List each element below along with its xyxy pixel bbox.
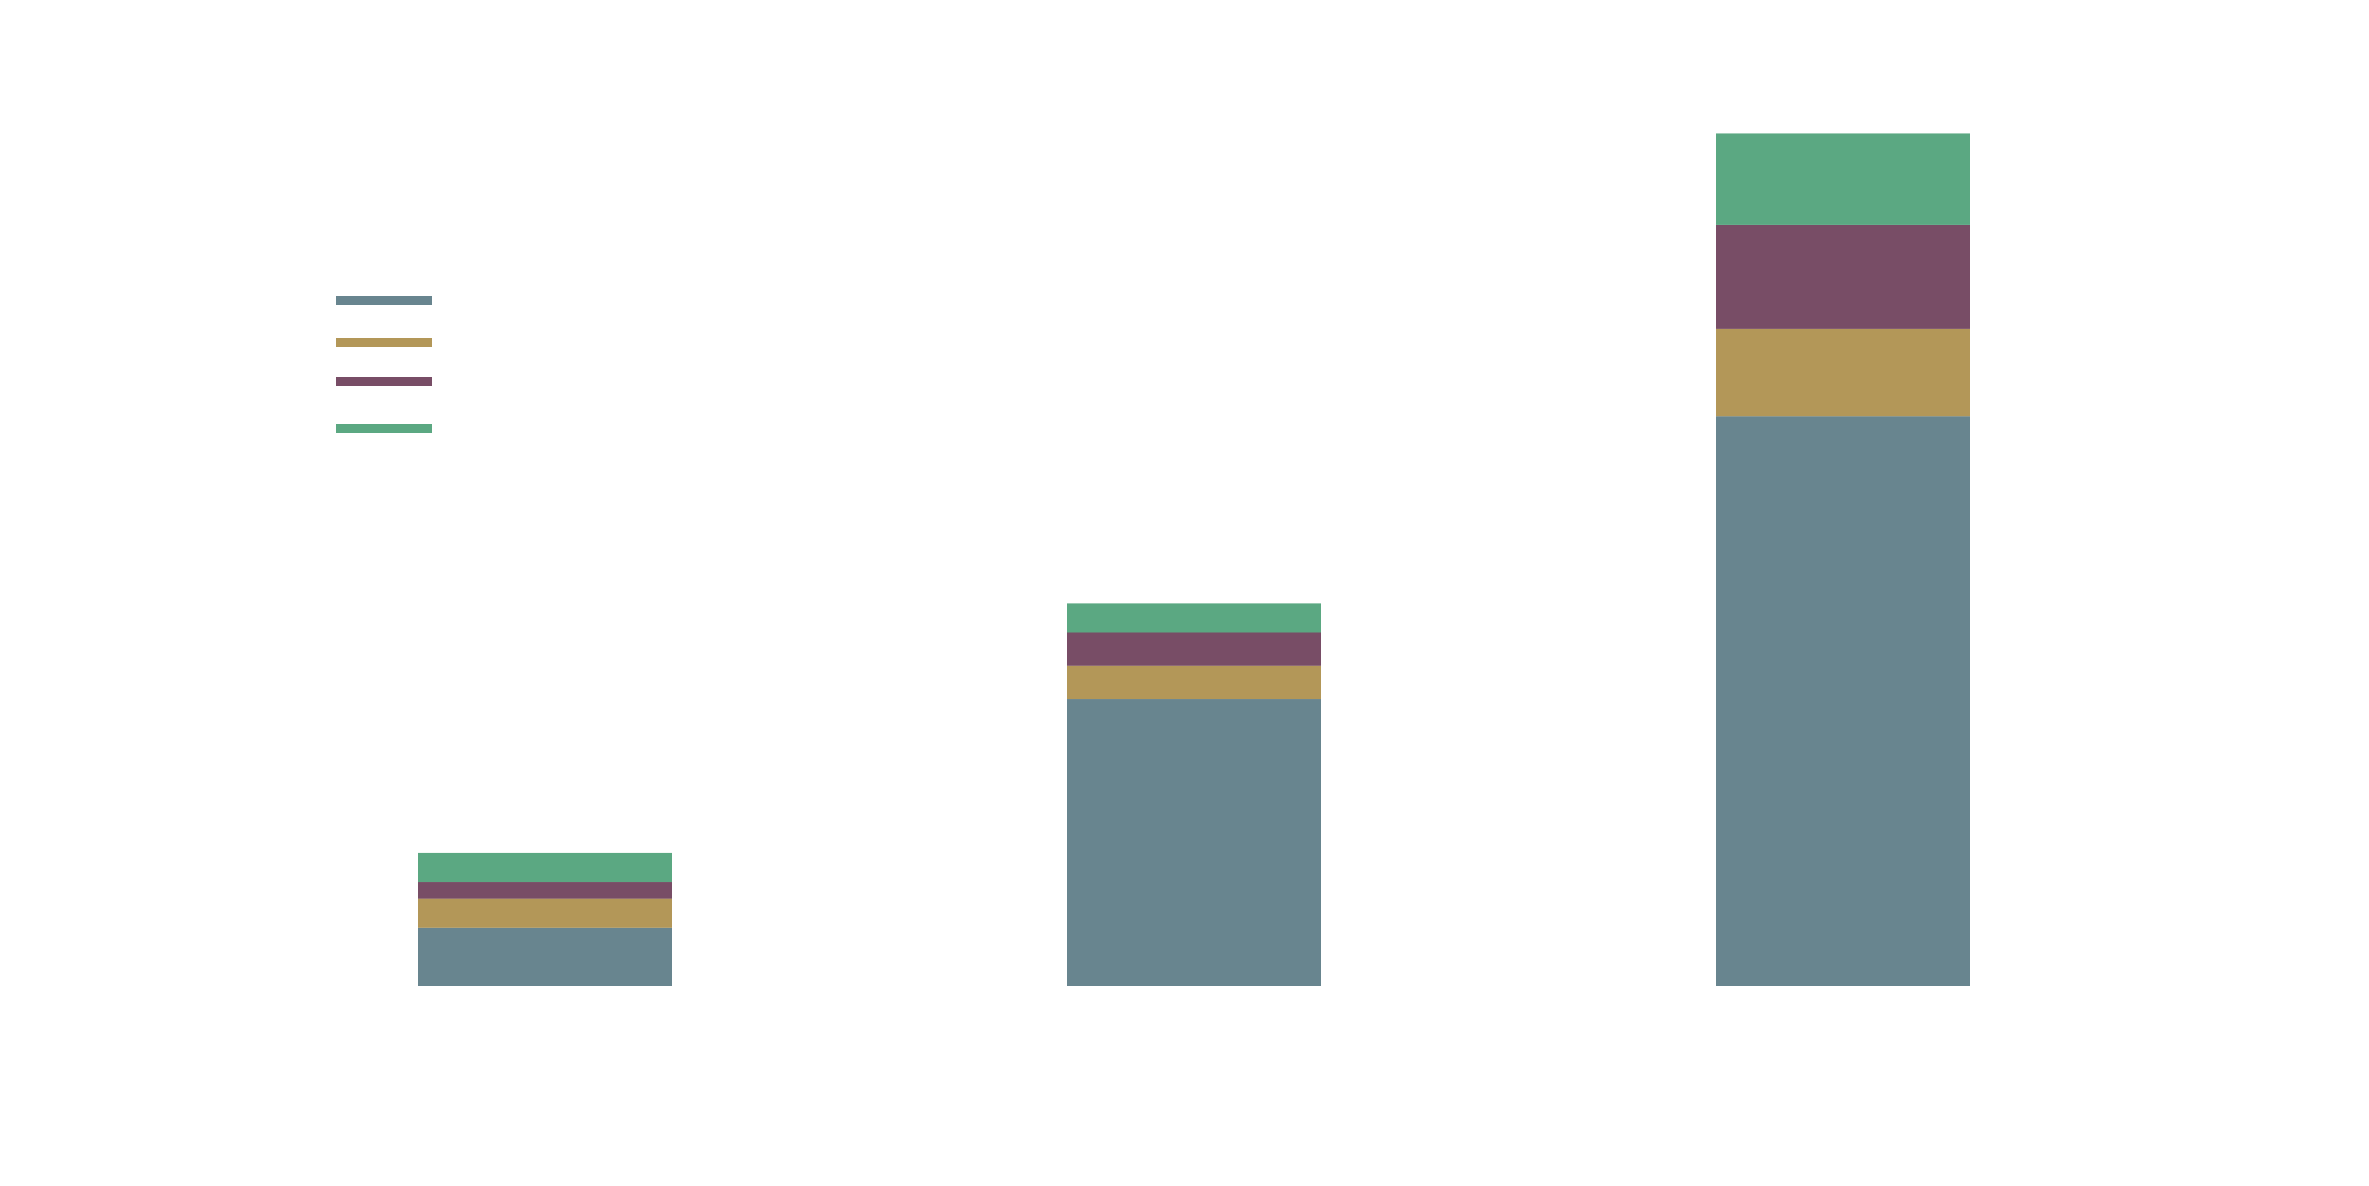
bar-segment-cat3-series3 xyxy=(1716,224,1970,329)
bar-segment-cat1-series1 xyxy=(418,927,672,986)
bar-segment-cat2-series2 xyxy=(1067,665,1321,700)
bar-segment-cat1-series4 xyxy=(418,852,672,883)
bar-segment-cat1-series3 xyxy=(418,882,672,899)
legend-swatch-4 xyxy=(336,424,432,433)
bar-segment-cat3-series2 xyxy=(1716,328,1970,417)
bar-segment-cat3-series1 xyxy=(1716,416,1970,986)
bar-segment-cat2-series1 xyxy=(1067,699,1321,986)
legend-swatch-2 xyxy=(336,338,432,347)
bar-stack-2 xyxy=(1067,603,1321,986)
bar-stack-3 xyxy=(1716,133,1970,986)
bar-segment-cat3-series4 xyxy=(1716,133,1970,225)
legend-swatch-3 xyxy=(336,377,432,386)
bar-segment-cat2-series3 xyxy=(1067,632,1321,666)
bar-segment-cat2-series4 xyxy=(1067,603,1321,633)
legend-swatch-1 xyxy=(336,296,432,305)
bars-layer xyxy=(418,133,1970,986)
legend xyxy=(336,296,432,433)
bar-stack-1 xyxy=(418,852,672,986)
bar-segment-cat1-series2 xyxy=(418,898,672,928)
